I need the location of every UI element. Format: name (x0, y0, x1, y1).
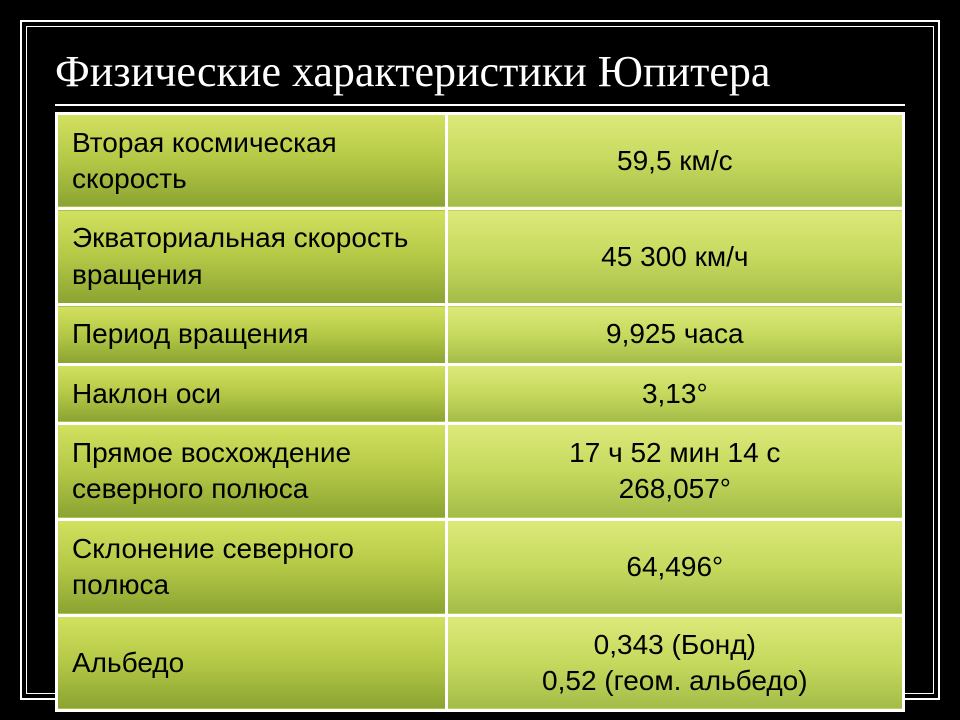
slide-frame-inner: Физические характеристики Юпитера Вторая… (26, 26, 934, 694)
row-value: 0,343 (Бонд)0,52 (геом. альбедо) (446, 615, 903, 711)
table-row: Альбедо 0,343 (Бонд)0,52 (геом. альбедо) (57, 615, 904, 711)
characteristics-table: Вторая космическая скорость 59,5 км/с Эк… (55, 112, 905, 713)
table-row: Период вращения 9,925 часа (57, 305, 904, 364)
table-row: Вторая космическая скорость 59,5 км/с (57, 113, 904, 209)
table-row: Наклон оси 3,13° (57, 364, 904, 423)
row-label: Период вращения (57, 305, 447, 364)
table-row: Склонение северного полюса 64,496° (57, 519, 904, 615)
table-body: Вторая космическая скорость 59,5 км/с Эк… (57, 113, 904, 711)
row-label: Наклон оси (57, 364, 447, 423)
row-value: 64,496° (446, 519, 903, 615)
row-label: Склонение северного полюса (57, 519, 447, 615)
row-label: Альбедо (57, 615, 447, 711)
row-label: Вторая космическая скорость (57, 113, 447, 209)
table-row: Экваториальная скорость вращения 45 300 … (57, 209, 904, 305)
row-label: Экваториальная скорость вращения (57, 209, 447, 305)
row-value: 3,13° (446, 364, 903, 423)
slide-title: Физические характеристики Юпитера (55, 47, 905, 106)
row-value: 17 ч 52 мин 14 с268,057° (446, 423, 903, 519)
table-row: Прямое восхождение северного полюса 17 ч… (57, 423, 904, 519)
row-value: 59,5 км/с (446, 113, 903, 209)
slide-frame-outer: Физические характеристики Юпитера Вторая… (20, 20, 940, 700)
row-label: Прямое восхождение северного полюса (57, 423, 447, 519)
row-value: 45 300 км/ч (446, 209, 903, 305)
row-value: 9,925 часа (446, 305, 903, 364)
